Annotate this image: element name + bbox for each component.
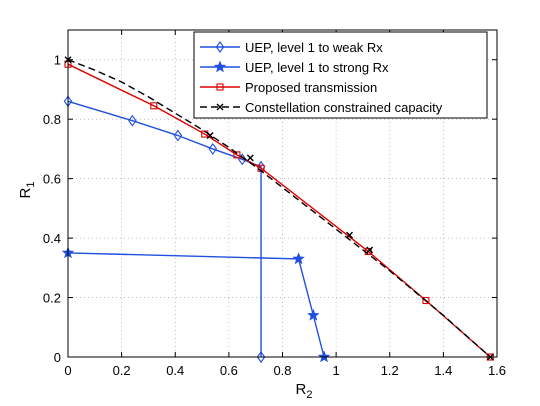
y-tick-label: 0.6 [43, 172, 61, 187]
data-point [366, 246, 374, 254]
data-point [292, 252, 305, 265]
y-tick-label: 0 [54, 350, 61, 365]
data-point [346, 231, 354, 239]
x-tick-label: 0 [64, 363, 71, 378]
y-tick-label: 1 [54, 53, 61, 68]
legend-marker [213, 60, 227, 73]
plot-area [61, 56, 494, 363]
data-point [233, 151, 241, 159]
series-0 [63, 95, 266, 363]
legend-marker [215, 41, 225, 53]
axes: 0 0.2 0.4 0.6 0.8 1 1.2 1.4 1.6 0 0.2 0.4 0.6 0.8 1 [43, 29, 506, 378]
legend: UEP, level 1 to weak Rx UEP, level 1 to s… [193, 31, 488, 119]
data-point [422, 296, 430, 305]
y-axis-label: R1 [17, 182, 37, 199]
data-point [246, 154, 254, 162]
series-line [67, 59, 491, 358]
data-point [206, 132, 214, 140]
data-point [208, 142, 218, 155]
x-tick-label: 0.4 [166, 363, 184, 378]
data-point [150, 102, 158, 110]
data-point [306, 308, 320, 321]
series-line [67, 100, 262, 357]
y-tick-label: 0.8 [43, 112, 61, 127]
x-tick-label: 1.6 [488, 363, 506, 378]
x-tick-label: 1.2 [381, 363, 399, 378]
x-axis-label: R2 [296, 381, 313, 401]
x-tick-label: 1 [333, 363, 340, 378]
y-tick-label: 0.4 [43, 231, 61, 246]
legend-label: Proposed transmission [245, 80, 377, 95]
data-point [317, 350, 331, 363]
x-tick-label: 1.4 [434, 363, 452, 378]
data-point [128, 114, 137, 127]
y-tick-label: 0.2 [43, 291, 61, 306]
legend-label: UEP, level 1 to weak Rx [245, 40, 383, 55]
x-tick-label: 0.2 [113, 363, 131, 378]
legend-box [193, 31, 488, 119]
series-1 [61, 246, 331, 363]
grid [68, 30, 497, 357]
legend-label: UEP, level 1 to strong Rx [245, 60, 389, 75]
data-point [173, 129, 183, 142]
legend-marker [216, 103, 224, 111]
x-tick-label: 0.6 [220, 363, 238, 378]
series-line [67, 252, 325, 358]
x-tick-label: 0.8 [273, 363, 291, 378]
legend-label: Constellation constrained capacity [245, 100, 443, 115]
data-point [256, 351, 266, 363]
legend-marker [216, 83, 224, 91]
